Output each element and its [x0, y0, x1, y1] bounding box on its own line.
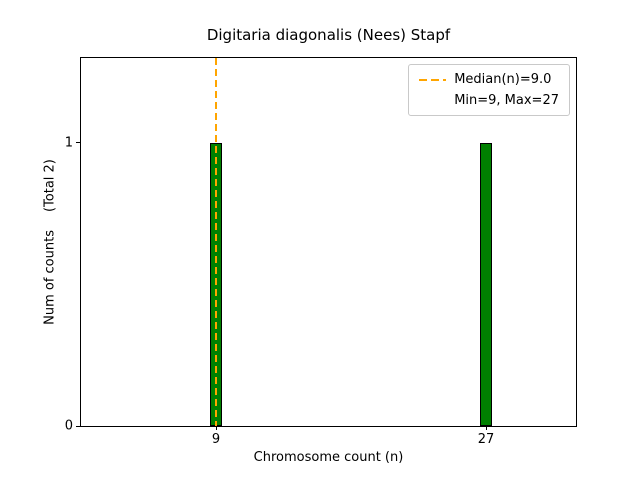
legend-label-minmax: Min=9, Max=27 [454, 93, 559, 108]
y-axis-label: Num of counts (Total 2) [43, 159, 58, 325]
chart-title: Digitaria diagonalis (Nees) Stapf [206, 26, 451, 44]
y-tick-mark [76, 142, 80, 144]
median-line [215, 58, 217, 426]
legend-entry-median: Median(n)=9.0 [419, 72, 559, 87]
x-tick-mark [215, 426, 217, 430]
y-axis-label-text: Num of counts [42, 230, 58, 325]
y-tick-mark [76, 425, 80, 427]
x-tick-label: 9 [211, 432, 221, 447]
y-tick-label: 1 [64, 135, 73, 151]
x-tick-label: 27 [477, 432, 495, 447]
legend-label-median: Median(n)=9.0 [454, 72, 552, 87]
plot-area: Median(n)=9.0 Min=9, Max=27 9 27 0 1 [65, 57, 577, 446]
x-axis-label: Chromosome count (n) [253, 450, 404, 465]
legend-empty-swatch [419, 100, 446, 102]
legend: Median(n)=9.0 Min=9, Max=27 [408, 64, 570, 116]
y-tick-label: 0 [64, 418, 73, 434]
bar [480, 142, 492, 426]
y-axis-total-annotation: (Total 2) [42, 159, 58, 213]
legend-entry-minmax: Min=9, Max=27 [419, 93, 559, 108]
x-tick-mark [485, 426, 487, 430]
median-dashed-line-swatch [419, 78, 447, 81]
